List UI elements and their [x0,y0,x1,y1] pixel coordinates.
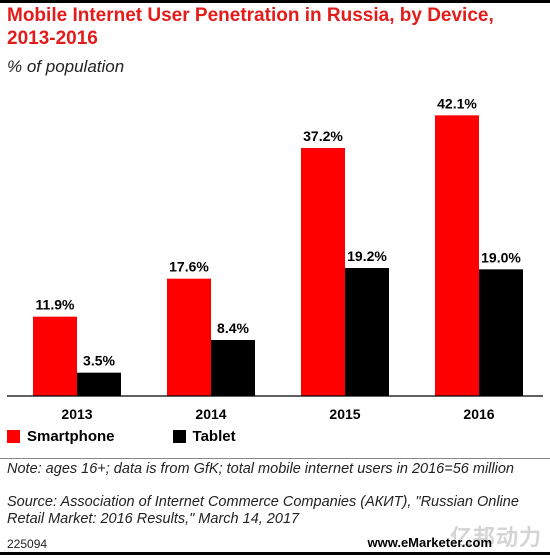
legend-swatch-tablet [172,429,186,443]
footnote: Note: ages 16+; data is from GfK; total … [7,461,514,477]
data-label-smartphone-2013: 11.9% [36,297,75,313]
bar-smartphone-2015 [301,148,345,396]
bar-smartphone-2014 [167,278,211,396]
watermark: 亿邦动力 [449,525,542,550]
bar-tablet-2015 [345,268,389,396]
bar-tablet-2013 [77,372,121,396]
data-label-tablet-2016: 19.0% [481,249,521,265]
legend-swatch-smartphone [7,429,20,443]
top-rule [0,0,550,3]
data-label-smartphone-2016: 42.1% [437,95,477,111]
bar-smartphone-2013 [33,316,77,396]
chart-id: 225094 [7,537,48,551]
legend-label-smartphone: Smartphone [27,427,115,445]
chart-title: Mobile Internet User Penetration in Russ… [7,5,494,49]
bar-chart: 11.9% 3.5% 2013 17.6% 8.4% 2014 37.2% 19.2% 2015… [7,95,543,420]
x-tick-label-2013: 2013 [61,406,92,420]
legend: Smartphone Tablet [7,426,294,446]
bar-smartphone-2016 [435,115,479,397]
x-tick-label-2015: 2015 [329,406,360,420]
bar-tablet-2016 [479,269,523,396]
bottom-rule [0,552,550,555]
data-label-smartphone-2015: 37.2% [303,128,343,144]
source-note: Source: Association of Internet Commerce… [7,494,519,527]
footer-divider [0,458,550,459]
data-label-tablet-2014: 8.4% [217,320,249,336]
data-label-smartphone-2014: 17.6% [169,259,209,275]
legend-item-tablet: Tablet [172,427,236,445]
x-tick-label-2016: 2016 [463,406,494,420]
legend-label-tablet: Tablet [192,427,236,445]
bar-tablet-2014 [211,340,255,396]
chart-subtitle: % of population [7,57,125,76]
data-label-tablet-2013: 3.5% [83,353,115,369]
legend-item-smartphone: Smartphone [7,428,115,445]
x-tick-label-2014: 2014 [195,406,226,420]
data-label-tablet-2015: 19.2% [347,248,387,264]
brand-logo: www.eMarketer.com [367,535,492,550]
